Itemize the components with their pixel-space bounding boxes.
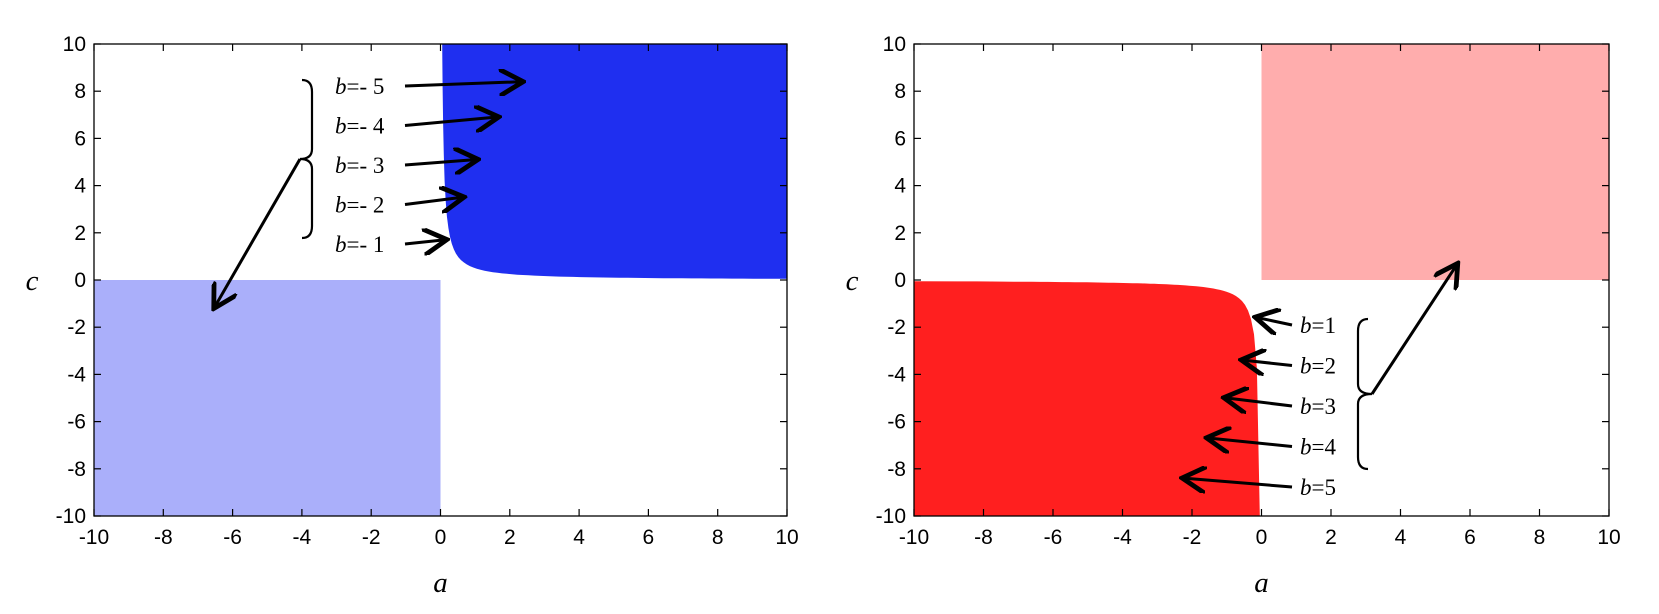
y-tick-label: -10 — [56, 505, 86, 528]
x-tick-label: -10 — [79, 526, 109, 549]
x-tick-label: 6 — [1464, 526, 1476, 549]
annotation-arrow — [404, 160, 475, 165]
annotation-label: b=- 3 — [335, 153, 384, 178]
annotation-var: b — [1300, 354, 1312, 379]
x-tick-label: 4 — [1395, 526, 1407, 549]
annotation-label: b=5 — [1300, 475, 1336, 500]
brace-arrow — [1370, 266, 1456, 395]
y-tick-label: -10 — [876, 505, 906, 528]
annotation-arrow — [1258, 318, 1293, 325]
y-tick-label: 4 — [74, 175, 86, 198]
annotation-value: =- 1 — [347, 232, 385, 257]
y-tick-label: -2 — [887, 316, 906, 339]
annotation-arrow — [404, 240, 444, 244]
y-tick-label: 8 — [74, 80, 86, 103]
y-tick-label: -8 — [887, 458, 906, 481]
annotation-var: b — [335, 193, 347, 218]
brace — [299, 78, 314, 240]
annotation-arrow — [404, 117, 496, 125]
y-tick-label: -2 — [67, 316, 86, 339]
x-tick-label: 10 — [1597, 526, 1620, 549]
y-axis-label: c — [846, 265, 859, 297]
x-tick-label: 10 — [775, 526, 798, 549]
annotation-value: =- 4 — [347, 114, 385, 139]
annotation-label: b=4 — [1300, 435, 1336, 460]
x-tick-label: 2 — [504, 526, 516, 549]
annotation-arrow — [1185, 478, 1293, 487]
annotation-arrow — [404, 197, 461, 204]
annotation-value: =5 — [1312, 475, 1336, 500]
annotation-label: b=- 5 — [335, 74, 384, 99]
x-tick-label: 6 — [643, 526, 655, 549]
annotation-var: b — [335, 153, 347, 178]
y-tick-label: -8 — [67, 458, 86, 481]
annotation-value: =4 — [1312, 435, 1337, 460]
annotation-value: =- 5 — [347, 74, 385, 99]
annotation-value: =3 — [1312, 394, 1336, 419]
region-rect-0 — [94, 280, 441, 516]
brace — [1356, 317, 1373, 471]
annotation-value: =2 — [1312, 354, 1336, 379]
x-tick-label: -6 — [223, 526, 242, 549]
annotation-var: b — [1300, 313, 1312, 338]
x-tick-label: -8 — [154, 526, 173, 549]
x-axis-label: a — [1254, 567, 1269, 599]
annotation-var: b — [335, 114, 347, 139]
annotation-label: b=- 2 — [335, 193, 384, 218]
y-tick-label: 2 — [74, 222, 86, 245]
annotation-var: b — [1300, 435, 1312, 460]
annotation-value: =- 3 — [347, 153, 385, 178]
region-b-1 — [442, 44, 787, 279]
y-tick-label: 10 — [63, 33, 86, 56]
x-tick-label: -6 — [1044, 526, 1063, 549]
y-tick-label: -4 — [887, 363, 906, 386]
y-axis-label: c — [26, 265, 39, 297]
annotation-value: =1 — [1312, 313, 1336, 338]
region-b-1 — [914, 281, 1260, 516]
annotation-arrow — [1227, 398, 1293, 406]
x-tick-label: -2 — [1183, 526, 1202, 549]
annotation-label: b=- 1 — [335, 232, 384, 257]
y-tick-label: 4 — [894, 175, 906, 198]
x-tick-label: 4 — [573, 526, 585, 549]
y-tick-label: 6 — [894, 127, 906, 150]
x-axis-label: a — [433, 567, 448, 599]
y-tick-label: 6 — [74, 127, 86, 150]
x-tick-label: -10 — [899, 526, 929, 549]
annotation-var: b — [1300, 394, 1312, 419]
annotation-label: b=- 4 — [335, 114, 385, 139]
annotation-arrow — [1209, 438, 1293, 446]
y-tick-label: 8 — [894, 80, 906, 103]
x-tick-label: -8 — [974, 526, 993, 549]
y-tick-label: 10 — [883, 33, 906, 56]
x-tick-label: 8 — [1534, 526, 1546, 549]
annotation-arrow — [1244, 360, 1293, 365]
annotation-arrow — [404, 82, 520, 86]
y-tick-label: -6 — [67, 411, 86, 434]
x-tick-label: 2 — [1325, 526, 1337, 549]
annotation-label: b=2 — [1300, 354, 1336, 379]
annotation-value: =- 2 — [347, 193, 385, 218]
x-tick-label: 0 — [435, 526, 447, 549]
annotation-label: b=1 — [1300, 313, 1336, 338]
annotation-var: b — [335, 74, 347, 99]
left-plot: -10 -8 -6 -4 -2 0 2 4 6 8 10-10-8-6-4-20246810acb=… — [26, 33, 799, 599]
x-tick-label: 0 — [1256, 526, 1268, 549]
x-tick-label: -4 — [1113, 526, 1132, 549]
y-tick-label: 2 — [894, 222, 906, 245]
x-tick-label: -2 — [362, 526, 381, 549]
annotation-var: b — [335, 232, 347, 257]
right-plot: -10 -8 -6 -4 -2 0 2 4 6 8 10-10-8-6-4-20246810acb=… — [846, 33, 1621, 599]
x-tick-label: 8 — [712, 526, 724, 549]
y-tick-label: -6 — [887, 411, 906, 434]
y-tick-label: 0 — [74, 269, 86, 292]
annotation-label: b=3 — [1300, 394, 1336, 419]
region-rect-1 — [1261, 44, 1609, 280]
y-tick-label: 0 — [894, 269, 906, 292]
annotation-var: b — [1300, 475, 1312, 500]
brace-arrow — [215, 158, 302, 306]
x-tick-label: -4 — [293, 526, 312, 549]
y-tick-label: -4 — [67, 363, 86, 386]
